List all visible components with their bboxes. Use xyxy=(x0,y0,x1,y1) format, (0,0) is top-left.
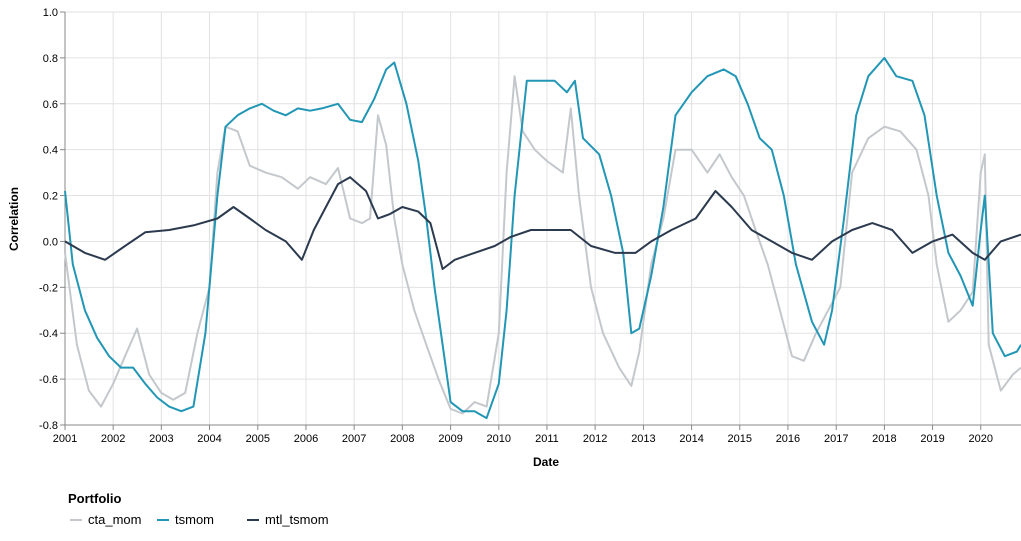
y-tick-label: -0.4 xyxy=(39,328,58,340)
x-tick-label: 2012 xyxy=(583,433,607,445)
x-tick-label: 2014 xyxy=(679,433,703,445)
legend-label: tsmom xyxy=(175,512,214,527)
y-tick-label: 1.0 xyxy=(43,7,58,19)
legend: Portfolio cta_mom tsmom mtl_tsmom xyxy=(68,491,329,527)
x-axis-title: Date xyxy=(533,455,559,469)
y-axis: -0.8 -0.6 -0.4 -0.2 0.0 0.2 0.4 0.6 0.8 1.0 xyxy=(39,7,66,432)
series-line-cta-mom xyxy=(64,75,1021,415)
y-tick-label: 0.4 xyxy=(43,145,58,157)
x-tick-label: 2018 xyxy=(872,433,896,445)
x-tick-label: 2002 xyxy=(101,433,125,445)
y-tick-label: 0.0 xyxy=(43,236,58,248)
x-tick-label: 2009 xyxy=(438,433,462,445)
x-tick-label: 2017 xyxy=(824,433,848,445)
x-tick-label: 2007 xyxy=(342,433,366,445)
x-tick-label: 2008 xyxy=(390,433,414,445)
series-lines xyxy=(64,56,1021,420)
x-tick-label: 2020 xyxy=(969,433,993,445)
y-tick-label: 0.2 xyxy=(43,191,58,203)
y-tick-label: -0.8 xyxy=(39,420,58,432)
y-axis-title: Correlation xyxy=(7,187,21,251)
x-tick-label: 2003 xyxy=(149,433,173,445)
x-tick-label: 2016 xyxy=(776,433,800,445)
series-line-tsmom xyxy=(64,56,1021,420)
y-tick-label: -0.2 xyxy=(39,282,58,294)
y-tick-label: -0.6 xyxy=(39,374,58,386)
x-tick-label: 2005 xyxy=(246,433,270,445)
x-tick-label: 2019 xyxy=(920,433,944,445)
x-tick-label: 2013 xyxy=(631,433,655,445)
legend-label: mtl_tsmom xyxy=(265,512,329,527)
x-axis: 2001 2002 2003 2004 2005 2006 2007 2008 2009 2010… xyxy=(53,424,1021,445)
series-line-mtl-tsmom xyxy=(64,176,1021,270)
x-tick-label: 2010 xyxy=(487,433,511,445)
legend-title: Portfolio xyxy=(68,491,121,506)
x-tick-label: 2011 xyxy=(535,433,559,445)
y-tick-label: 0.6 xyxy=(43,99,58,111)
x-tick-label: 2001 xyxy=(53,433,77,445)
y-tick-label: 0.8 xyxy=(43,53,58,65)
x-tick-label: 2015 xyxy=(728,433,752,445)
x-tick-label: 2004 xyxy=(197,433,221,445)
x-tick-label: 2006 xyxy=(294,433,318,445)
legend-label: cta_mom xyxy=(88,512,141,527)
grid xyxy=(64,11,1021,426)
